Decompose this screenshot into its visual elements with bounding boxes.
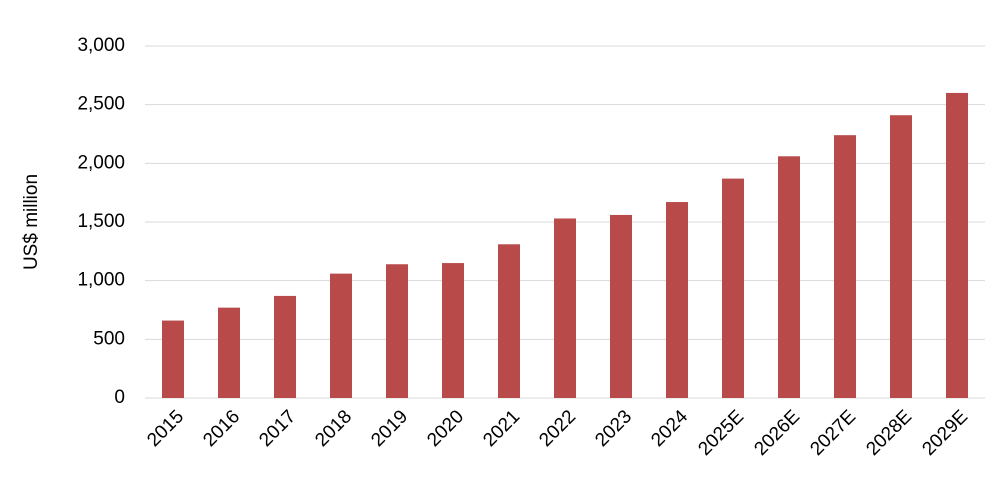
y-tick-label: 1,500 bbox=[77, 211, 125, 232]
bar bbox=[498, 244, 520, 398]
x-tick-label: 2028E bbox=[862, 406, 916, 460]
bar bbox=[162, 320, 184, 398]
bar bbox=[666, 202, 688, 398]
y-tick-label: 2,000 bbox=[77, 152, 125, 173]
y-axis-label: US$ million bbox=[21, 174, 42, 270]
bar bbox=[610, 214, 632, 398]
y-tick-label: 500 bbox=[93, 328, 125, 349]
bar bbox=[890, 115, 912, 398]
x-tick-label: 2027E bbox=[806, 406, 860, 460]
y-tick-label: 1,000 bbox=[77, 270, 125, 291]
x-tick-label: 2022 bbox=[535, 406, 580, 451]
bar bbox=[554, 218, 576, 398]
x-tick-label: 2024 bbox=[647, 406, 692, 451]
x-tick-label: 2029E bbox=[918, 406, 972, 460]
bar bbox=[386, 264, 408, 398]
x-tick-label: 2018 bbox=[311, 406, 356, 451]
bar bbox=[722, 178, 744, 398]
bar bbox=[834, 135, 856, 398]
bar bbox=[274, 295, 296, 398]
y-tick-label: 0 bbox=[114, 387, 125, 408]
x-tick-label: 2019 bbox=[367, 406, 412, 451]
bar bbox=[778, 156, 800, 398]
x-tick-label: 2020 bbox=[423, 406, 468, 451]
x-tick-label: 2021 bbox=[479, 406, 524, 451]
x-tick-label: 2025E bbox=[694, 406, 748, 460]
x-tick-label: 2023 bbox=[591, 406, 636, 451]
x-tick-label: 2016 bbox=[199, 406, 244, 451]
bar bbox=[218, 307, 240, 398]
bar bbox=[946, 92, 968, 398]
bar bbox=[330, 273, 352, 398]
x-tick-label: 2015 bbox=[143, 406, 188, 451]
x-tick-label: 2017 bbox=[255, 406, 300, 451]
bar bbox=[442, 263, 464, 398]
y-tick-label: 2,500 bbox=[77, 94, 125, 115]
y-tick-label: 3,000 bbox=[77, 35, 125, 56]
x-tick-label: 2026E bbox=[750, 406, 804, 460]
